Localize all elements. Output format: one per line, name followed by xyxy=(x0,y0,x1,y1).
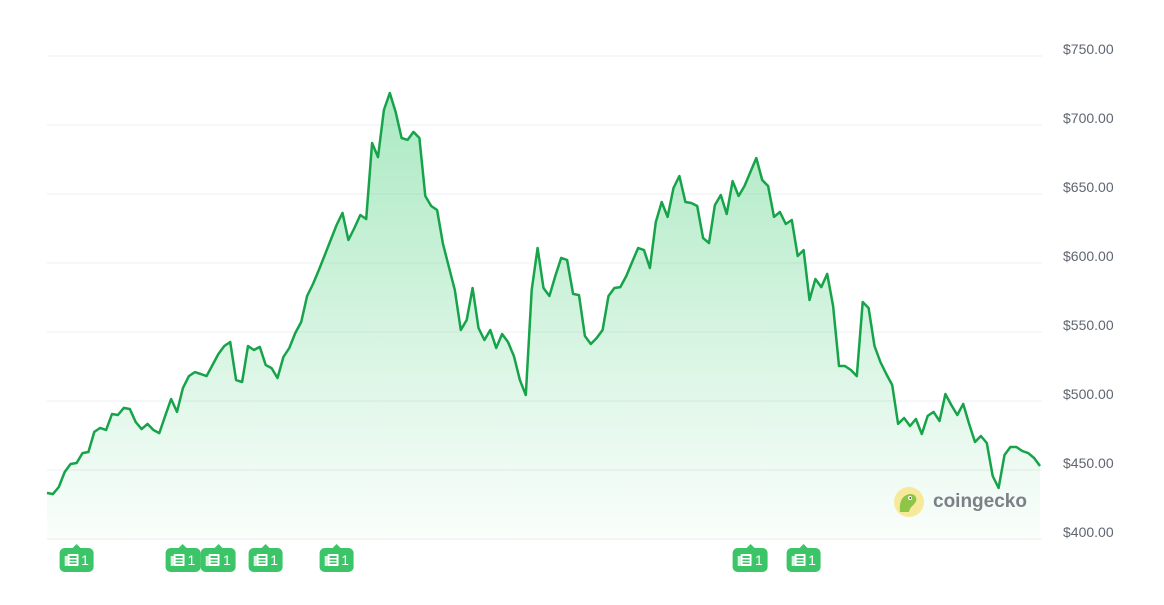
newspaper-icon xyxy=(791,554,806,566)
watermark-text: coingecko xyxy=(933,491,1027,512)
news-marker[interactable]: 1 xyxy=(319,544,355,572)
news-count: 1 xyxy=(223,552,231,568)
y-tick-label: $650.00 xyxy=(1063,179,1114,195)
newspaper-icon xyxy=(253,554,268,566)
y-tick-label: $700.00 xyxy=(1063,110,1114,126)
news-marker[interactable]: 1 xyxy=(59,544,94,572)
price-area-fill xyxy=(47,93,1040,540)
news-count: 1 xyxy=(808,552,816,568)
y-tick-label: $750.00 xyxy=(1063,41,1114,57)
y-tick-label: $450.00 xyxy=(1063,455,1114,471)
news-marker[interactable]: 1 xyxy=(201,544,236,572)
news-marker[interactable]: 1 xyxy=(248,544,284,572)
newspaper-icon xyxy=(737,554,752,566)
newspaper-icon xyxy=(324,554,339,566)
newspaper-icon xyxy=(170,554,185,566)
coingecko-watermark: coingecko xyxy=(893,486,1027,518)
news-count: 1 xyxy=(270,552,279,568)
newspaper-icon xyxy=(64,554,79,566)
price-line xyxy=(46,91,1042,496)
news-marker[interactable]: 1 xyxy=(786,544,821,572)
news-count: 1 xyxy=(81,552,89,568)
y-tick-label: $600.00 xyxy=(1063,248,1114,264)
y-axis: $750.00 $700.00 $650.00 $600.00 $550.00 $500.… xyxy=(1063,41,1114,540)
news-count: 1 xyxy=(187,552,196,568)
y-tick-label: $400.00 xyxy=(1063,524,1114,540)
gecko-logo-icon xyxy=(894,487,924,517)
news-marker[interactable]: 1 xyxy=(165,544,201,572)
news-count: 1 xyxy=(341,552,350,568)
y-tick-label: $500.00 xyxy=(1063,386,1114,402)
news-count: 1 xyxy=(754,552,763,568)
news-marker[interactable]: 1 xyxy=(732,544,768,572)
y-tick-label: $550.00 xyxy=(1063,317,1114,333)
newspaper-icon xyxy=(206,554,221,566)
